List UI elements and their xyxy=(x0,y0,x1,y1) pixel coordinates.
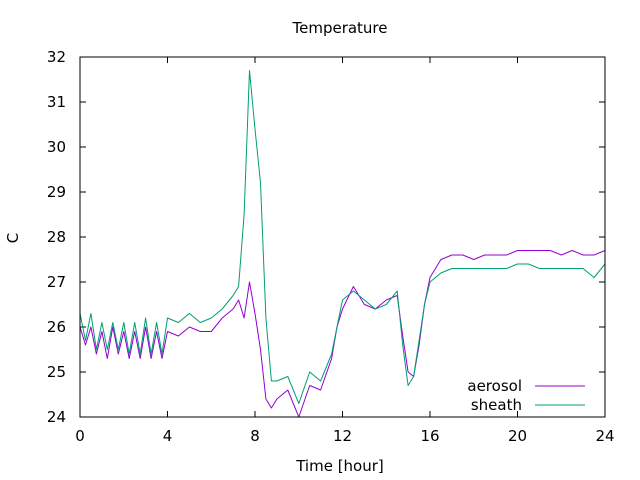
axes: 0 4 8 12 16 20 24 24 25 26 27 28 29 30 31 32 xyxy=(47,48,615,445)
x-axis-label: Time [hour] xyxy=(295,457,384,475)
y-tick-label: 25 xyxy=(47,363,66,381)
chart-title: Temperature xyxy=(291,19,387,37)
x-tick-label: 0 xyxy=(75,427,85,445)
y-tick-label: 24 xyxy=(47,408,66,426)
y-tick-label: 29 xyxy=(47,183,66,201)
plot-frame xyxy=(79,56,606,418)
x-tick-label: 24 xyxy=(595,427,614,445)
y-tick-label: 28 xyxy=(47,228,66,246)
x-tick-label: 20 xyxy=(508,427,527,445)
series-line-sheath xyxy=(79,70,606,404)
y-tick-label: 30 xyxy=(47,138,66,156)
x-tick-label: 4 xyxy=(163,427,173,445)
x-tick-label: 16 xyxy=(420,427,439,445)
legend-label-aerosol: aerosol xyxy=(467,377,522,395)
y-tick-label: 31 xyxy=(47,93,66,111)
y-tick-label: 26 xyxy=(47,318,66,336)
y-tick-label: 27 xyxy=(47,273,66,291)
legend-label-sheath: sheath xyxy=(471,396,522,414)
y-axis-label: C xyxy=(4,233,22,243)
x-tick-label: 8 xyxy=(250,427,260,445)
series-layer xyxy=(79,70,606,418)
y-tick-label: 32 xyxy=(47,48,66,66)
x-tick-label: 12 xyxy=(333,427,352,445)
